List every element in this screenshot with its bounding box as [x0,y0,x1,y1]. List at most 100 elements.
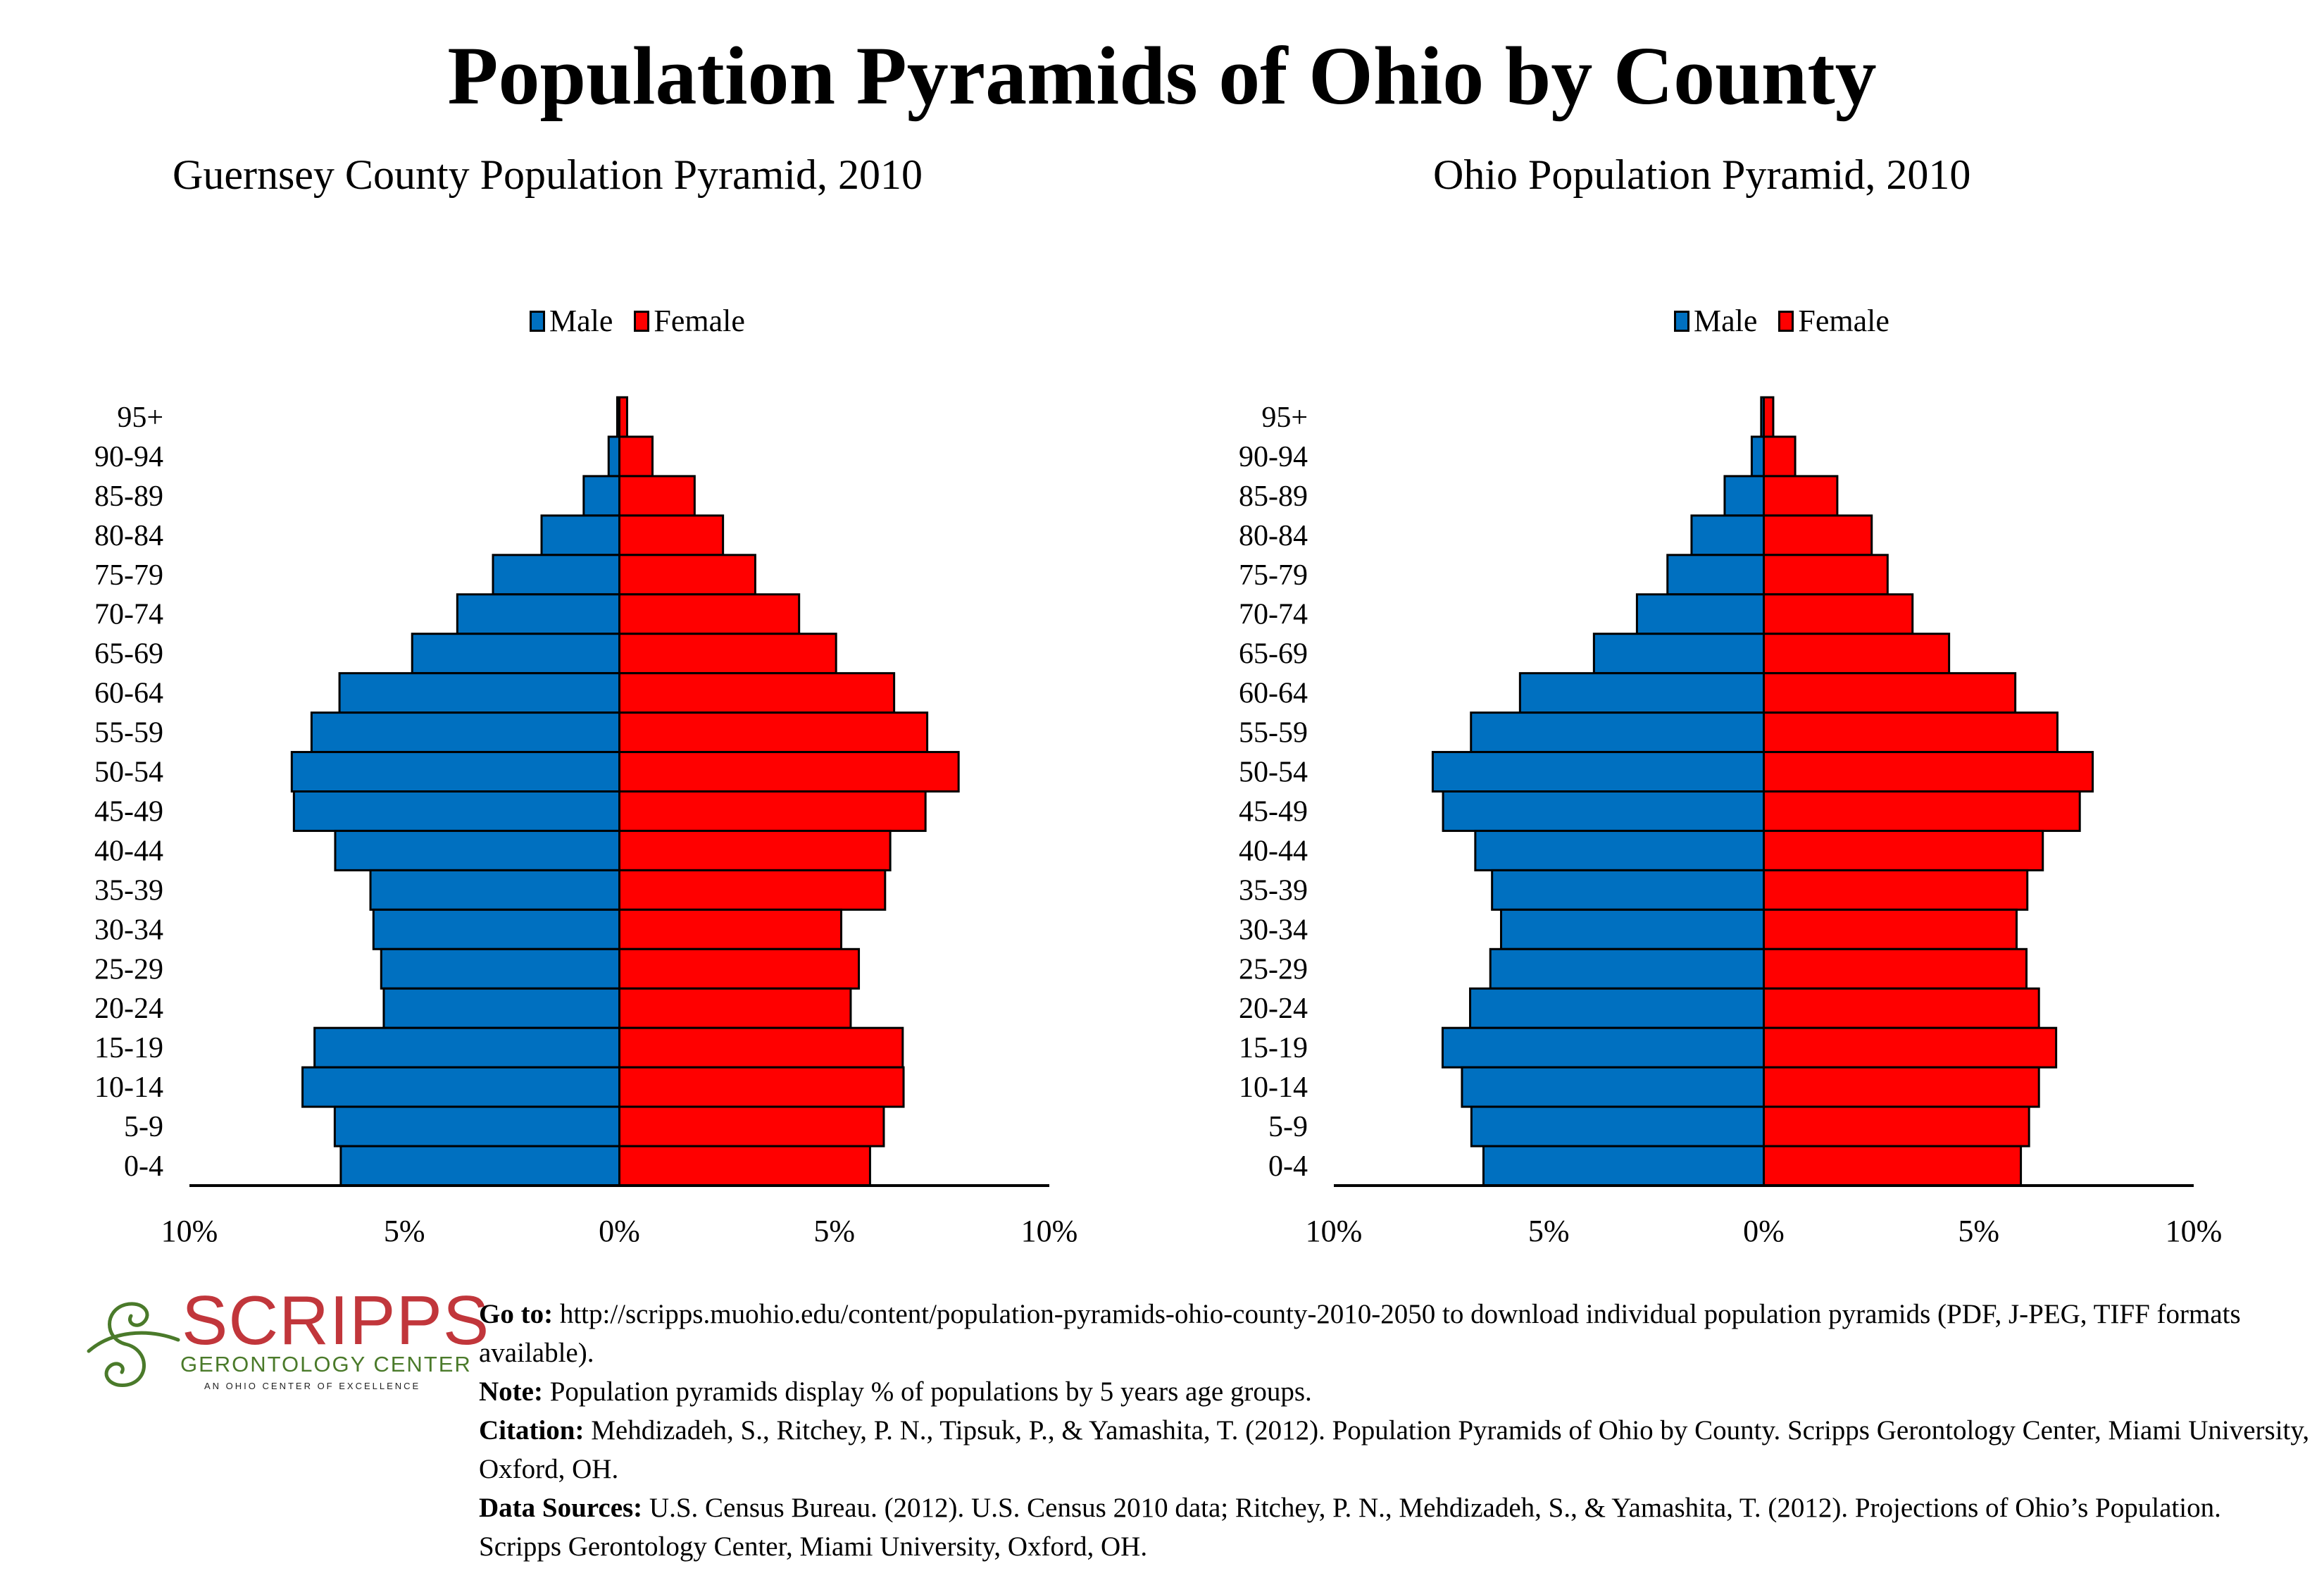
female-swatch-icon [1778,311,1794,332]
bar-male-ohio [1474,829,1765,871]
male-swatch-icon [1674,311,1689,332]
age-group-label: 70-74 [1239,599,1308,631]
bar-male-guernsey [339,1145,620,1187]
bar-female-ohio [1763,435,1797,478]
bar-female-guernsey [618,790,927,832]
bar-female-ohio [1763,475,1839,517]
legend-label-male: Male [549,304,613,338]
bar-male-guernsey [372,908,620,950]
age-group-label: 40-44 [94,835,163,867]
bar-male-guernsey [492,554,620,596]
bar-male-guernsey [301,1066,620,1108]
bar-male-ohio [1431,751,1766,793]
age-group-label: 85-89 [1239,480,1308,513]
legend-item-male: Male [1674,302,1757,341]
age-group-label: 95+ [1261,402,1308,434]
age-group-label: 85-89 [94,480,163,513]
bar-male-guernsey [380,947,621,990]
bar-female-ohio [1763,593,1914,635]
bar-male-ohio [1491,869,1766,911]
note-label: Note: [479,1376,543,1407]
bar-male-guernsey [582,475,620,517]
age-group-label: 55-59 [1239,717,1308,750]
bar-male-guernsey [456,593,620,635]
bar-male-ohio [1470,711,1765,754]
legend-guernsey: Male Female [530,302,766,341]
scripps-logo: SCRIPPS GERONTOLOGY CENTER AN OHIO CENTE… [83,1285,489,1395]
bar-female-guernsey [618,633,837,675]
bar-male-ohio [1635,593,1766,635]
page-title: Population Pyramids of Ohio by County [447,30,1877,122]
x-tick-label: 5% [1528,1214,1570,1248]
sources-text: U.S. Census Bureau. (2012). U.S. Census … [479,1493,2221,1562]
x-tick-label: 10% [1021,1214,1078,1248]
bar-male-ohio [1518,672,1765,714]
bar-female-ohio [1763,790,2081,832]
bar-female-ohio [1763,869,2029,911]
age-group-label: 0-4 [1268,1150,1308,1183]
age-group-label: 35-39 [1239,874,1308,907]
bar-female-ohio [1763,554,1889,596]
x-tick-label: 10% [1306,1214,1363,1248]
note-text: Population pyramids display % of populat… [542,1376,1312,1407]
bar-female-guernsey [618,435,654,478]
age-group-label: 90-94 [94,441,163,473]
age-group-label: 75-79 [1239,559,1308,592]
bar-female-guernsey [618,1105,885,1148]
swirl-logo-icon [87,1302,180,1387]
bar-male-guernsey [310,711,620,754]
age-group-label: 5-9 [124,1111,163,1143]
bar-male-ohio [1469,987,1766,1029]
x-tick-label: 5% [813,1214,855,1248]
bar-female-guernsey [618,751,960,793]
bar-female-ohio [1763,672,2017,714]
bar-male-ohio [1592,633,1766,675]
bar-female-guernsey [618,1145,871,1187]
bar-female-ohio [1763,711,2059,754]
bar-female-guernsey [618,396,628,438]
age-group-label: 60-64 [1239,678,1308,710]
bar-male-ohio [1666,554,1766,596]
chart-title-guernsey: Guernsey County Population Pyramid, 2010 [173,151,923,198]
bar-male-ohio [1442,790,1765,832]
age-group-label: 55-59 [94,717,163,750]
bar-female-guernsey [618,1026,904,1069]
sources-label: Data Sources: [479,1493,643,1523]
age-group-label: 15-19 [1239,1032,1308,1064]
age-group-label: 0-4 [124,1150,163,1183]
age-group-label: 90-94 [1239,441,1308,473]
goto-text[interactable]: http://scripps.muohio.edu/content/popula… [479,1299,2241,1368]
age-group-label: 70-74 [94,599,163,631]
age-group-label: 80-84 [94,520,163,552]
bar-male-ohio [1489,947,1765,990]
chart-title-ohio: Ohio Population Pyramid, 2010 [1433,151,1971,198]
footer-citation: Citation: Mehdizadeh, S., Ritchey, P. N.… [479,1411,2310,1488]
bar-male-guernsey [313,1026,620,1069]
bar-female-ohio [1763,514,1873,557]
age-group-label: 20-24 [94,993,163,1025]
logo-tagline: AN OHIO CENTER OF EXCELLENCE [204,1381,421,1391]
bar-female-ohio [1763,908,2018,950]
bar-female-ohio [1763,751,2094,793]
bar-male-ohio [1690,514,1766,557]
age-group-label: 65-69 [1239,638,1308,671]
age-group-label: 15-19 [94,1032,163,1064]
bar-female-guernsey [618,869,887,911]
legend-item-female: Female [1778,302,1889,341]
bar-female-guernsey [618,908,843,950]
age-group-label: 5-9 [1268,1111,1308,1143]
x-tick-label: 0% [1743,1214,1785,1248]
bar-male-ohio [1441,1026,1766,1069]
logo-wordmark: SCRIPPS [182,1281,490,1359]
citation-text: Mehdizadeh, S., Ritchey, P. N., Tipsuk, … [479,1415,2310,1484]
age-group-label: 40-44 [1239,835,1308,867]
footer-goto: Go to: http://scripps.muohio.edu/content… [479,1295,2310,1372]
bar-male-guernsey [333,1105,620,1148]
legend-label-female: Female [654,304,745,338]
age-group-label: 75-79 [94,559,163,592]
bar-male-guernsey [411,633,620,675]
bar-female-guernsey [618,947,861,990]
logo-subtitle: GERONTOLOGY CENTER [180,1352,472,1376]
goto-label: Go to: [479,1299,554,1329]
bar-male-ohio [1723,475,1766,517]
